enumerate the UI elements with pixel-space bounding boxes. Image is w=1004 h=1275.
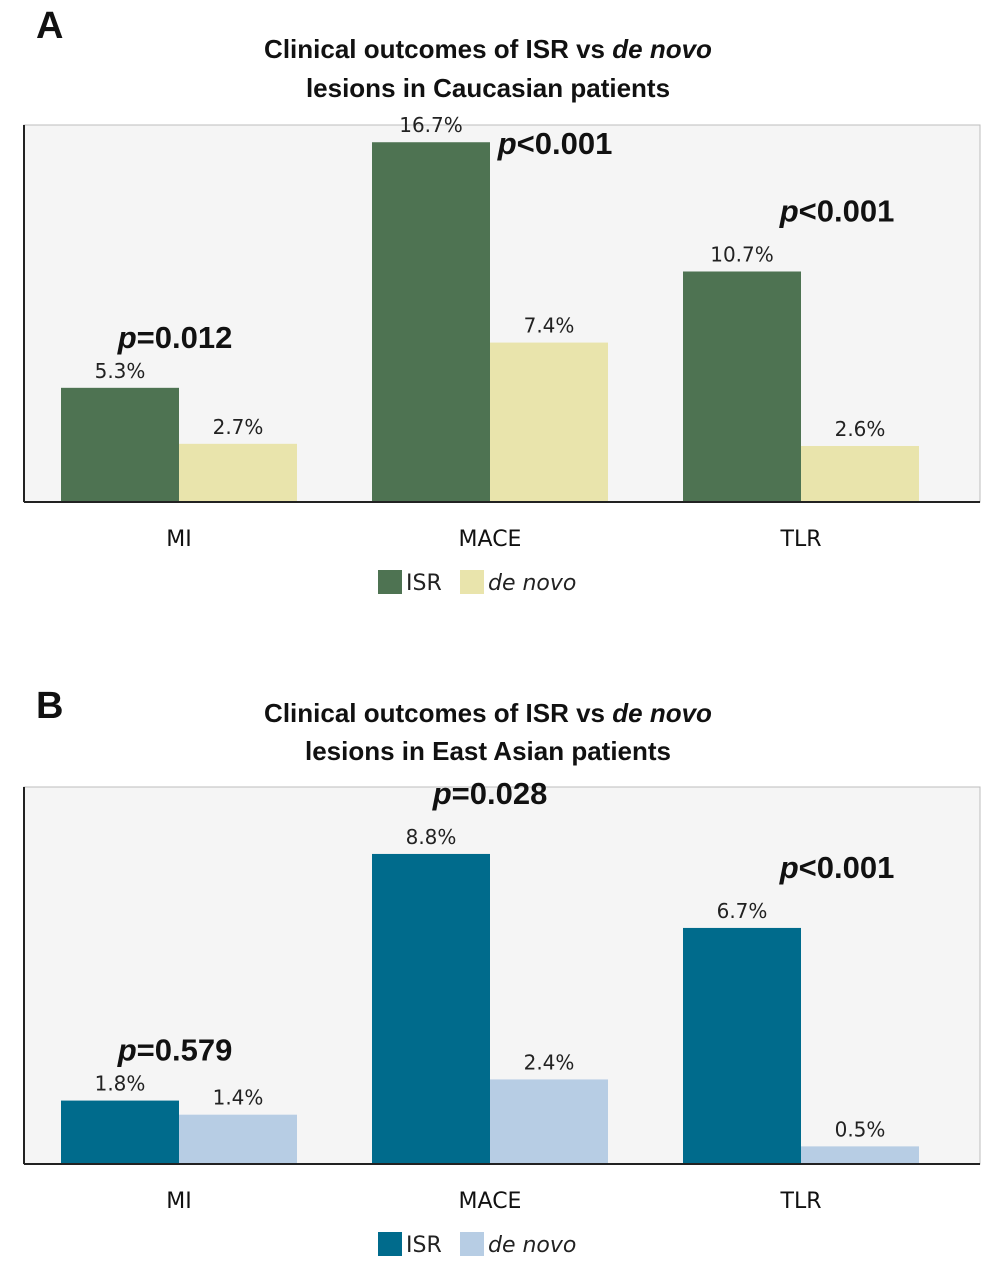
panel-a: A Clinical outcomes of ISR vs de novo le… — [23, 5, 981, 596]
panel-a-bar-tlr-de-novo — [801, 445, 919, 502]
panel-b-data-label-mi-de-novo: 1.4% — [213, 1086, 264, 1110]
panel-a-p-value-tlr: p<0.001 — [779, 193, 895, 228]
panel-b-data-label-tlr-isr: 6.7% — [717, 899, 768, 923]
panel-b-marks: 1.8% 1.4% p=0.579 MI 8.8% 2.4% p=0.028 MACE 6.7%… — [61, 776, 919, 1214]
panel-a-p-value-mace: p<0.001 — [497, 126, 613, 161]
panel-a-category-label-tlr: TLR — [780, 527, 822, 552]
panel-a-title-line2: lesions in Caucasian patients — [306, 73, 670, 103]
panel-b-category-label-tlr: TLR — [780, 1189, 822, 1214]
panel-a-p-value-mi: p=0.012 — [117, 320, 233, 355]
panel-letter-a: A — [36, 5, 63, 47]
panel-a-legend-label-isr: ISR — [406, 571, 442, 596]
panel-a-legend-label-de-novo: de novo — [488, 571, 576, 596]
panel-letter-b: B — [36, 685, 63, 727]
panel-b: B Clinical outcomes of ISR vs de novo le… — [23, 685, 981, 1258]
panel-a-bar-mi-de-novo — [179, 443, 297, 502]
panel-b-category-label-mi: MI — [166, 1189, 191, 1214]
panel-a-bar-mace-de-novo — [490, 342, 608, 502]
panel-b-legend-swatch-de-novo — [460, 1232, 484, 1256]
panel-a-bar-mi-isr — [61, 387, 179, 502]
panel-b-legend-label-de-novo: de novo — [488, 1233, 576, 1258]
panel-a-legend-swatch-de-novo — [460, 570, 484, 594]
panel-b-legend-swatch-isr — [378, 1232, 402, 1256]
panel-b-bar-tlr-de-novo — [801, 1146, 919, 1164]
panel-b-p-value-mace: p=0.028 — [432, 776, 548, 811]
panel-a-title-line1: Clinical outcomes of ISR vs de novo — [264, 34, 712, 64]
panel-b-title-line2: lesions in East Asian patients — [305, 736, 671, 766]
panel-a-legend-swatch-isr — [378, 570, 402, 594]
panel-a-bar-mace-isr — [372, 142, 490, 502]
panel-a-bar-tlr-isr — [683, 271, 801, 502]
panel-a-category-label-mace: MACE — [459, 527, 522, 552]
panel-a-data-label-mace-de-novo: 7.4% — [524, 314, 575, 338]
panel-b-data-label-mi-isr: 1.8% — [95, 1072, 146, 1096]
panel-b-bar-tlr-isr — [683, 927, 801, 1164]
panel-b-title-line1: Clinical outcomes of ISR vs de novo — [264, 698, 712, 728]
panel-b-data-label-mace-isr: 8.8% — [406, 825, 457, 849]
panel-b-p-value-tlr: p<0.001 — [779, 850, 895, 885]
panel-a-data-label-mi-isr: 5.3% — [95, 359, 146, 383]
panel-b-bar-mi-isr — [61, 1100, 179, 1164]
panel-b-p-value-mi: p=0.579 — [117, 1033, 233, 1068]
panel-b-bar-mace-isr — [372, 853, 490, 1164]
panel-a-data-label-tlr-de-novo: 2.6% — [835, 417, 886, 441]
panel-b-legend: ISR de novo — [378, 1232, 576, 1258]
panel-b-legend-label-isr: ISR — [406, 1233, 442, 1258]
panel-b-bar-mi-de-novo — [179, 1114, 297, 1164]
panel-a-data-label-tlr-isr: 10.7% — [710, 242, 774, 266]
panel-a-category-label-mi: MI — [166, 527, 191, 552]
panel-a-marks: 5.3% 2.7% p=0.012 MI 16.7% 7.4% p<0.001 MACE 10.… — [61, 113, 919, 552]
panel-b-data-label-tlr-de-novo: 0.5% — [835, 1117, 886, 1141]
panel-a-data-label-mace-isr: 16.7% — [399, 113, 463, 137]
panel-b-bar-mace-de-novo — [490, 1079, 608, 1164]
panel-a-legend: ISR de novo — [378, 570, 576, 596]
panel-b-data-label-mace-de-novo: 2.4% — [524, 1050, 575, 1074]
panel-b-category-label-mace: MACE — [459, 1189, 522, 1214]
panel-a-data-label-mi-de-novo: 2.7% — [213, 415, 264, 439]
